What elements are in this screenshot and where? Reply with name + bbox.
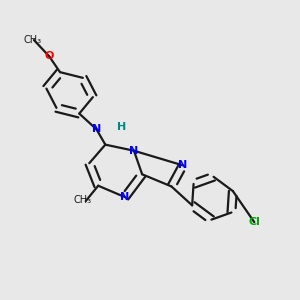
Text: O: O [45, 51, 54, 62]
Text: Cl: Cl [248, 217, 260, 227]
Text: CH₃: CH₃ [74, 195, 92, 206]
Text: N: N [120, 192, 130, 202]
Text: N: N [129, 146, 139, 156]
Text: N: N [92, 124, 101, 134]
Text: CH₃: CH₃ [23, 35, 41, 45]
Text: H: H [117, 122, 126, 132]
Text: N: N [178, 160, 188, 170]
